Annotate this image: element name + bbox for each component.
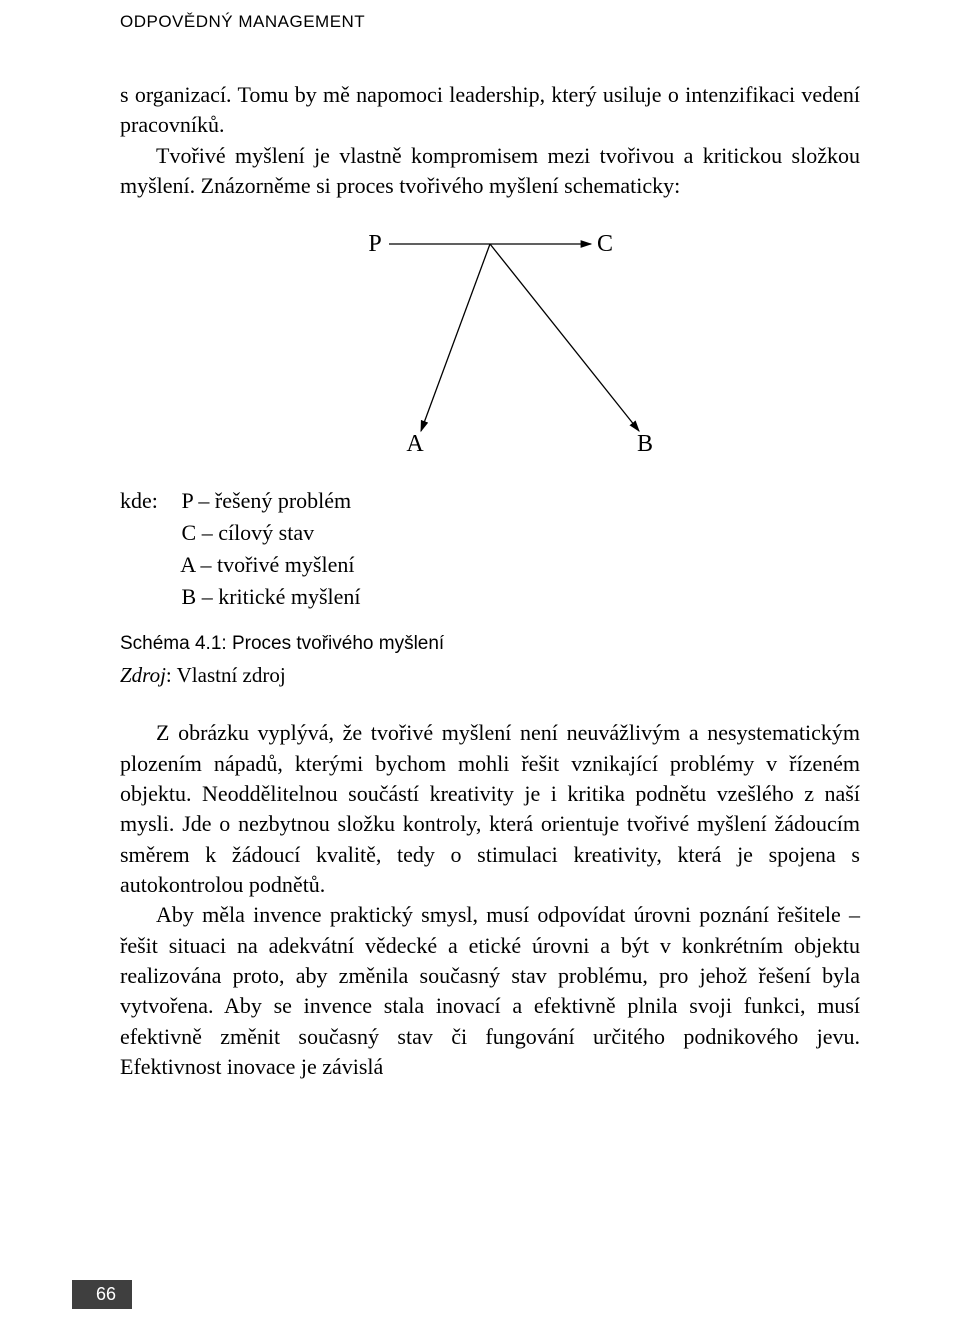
legend-line-0: P – řešený problém <box>182 488 352 513</box>
paragraph-1: s organizací. Tomu by mě napomoci leader… <box>120 80 860 141</box>
paragraph-2: Tvořivé myšlení je vlastně kompromisem m… <box>120 141 860 202</box>
legend-line-2: A – tvořivé myšlení <box>180 552 354 577</box>
content-area: s organizací. Tomu by mě napomoci leader… <box>120 80 860 1083</box>
creative-thinking-diagram: P C A B <box>275 221 705 471</box>
legend-line-3: B – kritické myšlení <box>182 584 361 609</box>
diagram-legend: kde: P – řešený problém C – cílový stav … <box>120 485 860 613</box>
diagram-wrap: P C A B <box>120 221 860 471</box>
svg-text:C: C <box>597 231 613 257</box>
svg-text:P: P <box>368 231 381 257</box>
legend-row: C – cílový stav <box>120 517 860 549</box>
paragraph-3: Z obrázku vyplývá, že tvořivé myšlení ne… <box>120 718 860 900</box>
legend-row: B – kritické myšlení <box>120 581 860 613</box>
page-number: 66 <box>72 1280 132 1309</box>
legend-line-1: C – cílový stav <box>182 520 315 545</box>
svg-text:B: B <box>637 431 653 457</box>
legend-row: A – tvořivé myšlení <box>120 549 860 581</box>
schema-caption: Schéma 4.1: Proces tvořivého myšlení <box>120 631 860 657</box>
schema-source: Zdroj: Vlastní zdroj <box>120 661 860 690</box>
source-label: Zdroj <box>120 663 166 687</box>
legend-row: kde: P – řešený problém <box>120 485 860 517</box>
legend-kde-label: kde: <box>120 485 176 517</box>
paragraph-4: Aby měla invence praktický smysl, musí o… <box>120 900 860 1082</box>
running-header: ODPOVĚDNÝ MANAGEMENT <box>120 12 365 32</box>
page: ODPOVĚDNÝ MANAGEMENT s organizací. Tomu … <box>0 0 960 1325</box>
svg-text:A: A <box>406 431 424 457</box>
source-text: : Vlastní zdroj <box>166 663 286 687</box>
